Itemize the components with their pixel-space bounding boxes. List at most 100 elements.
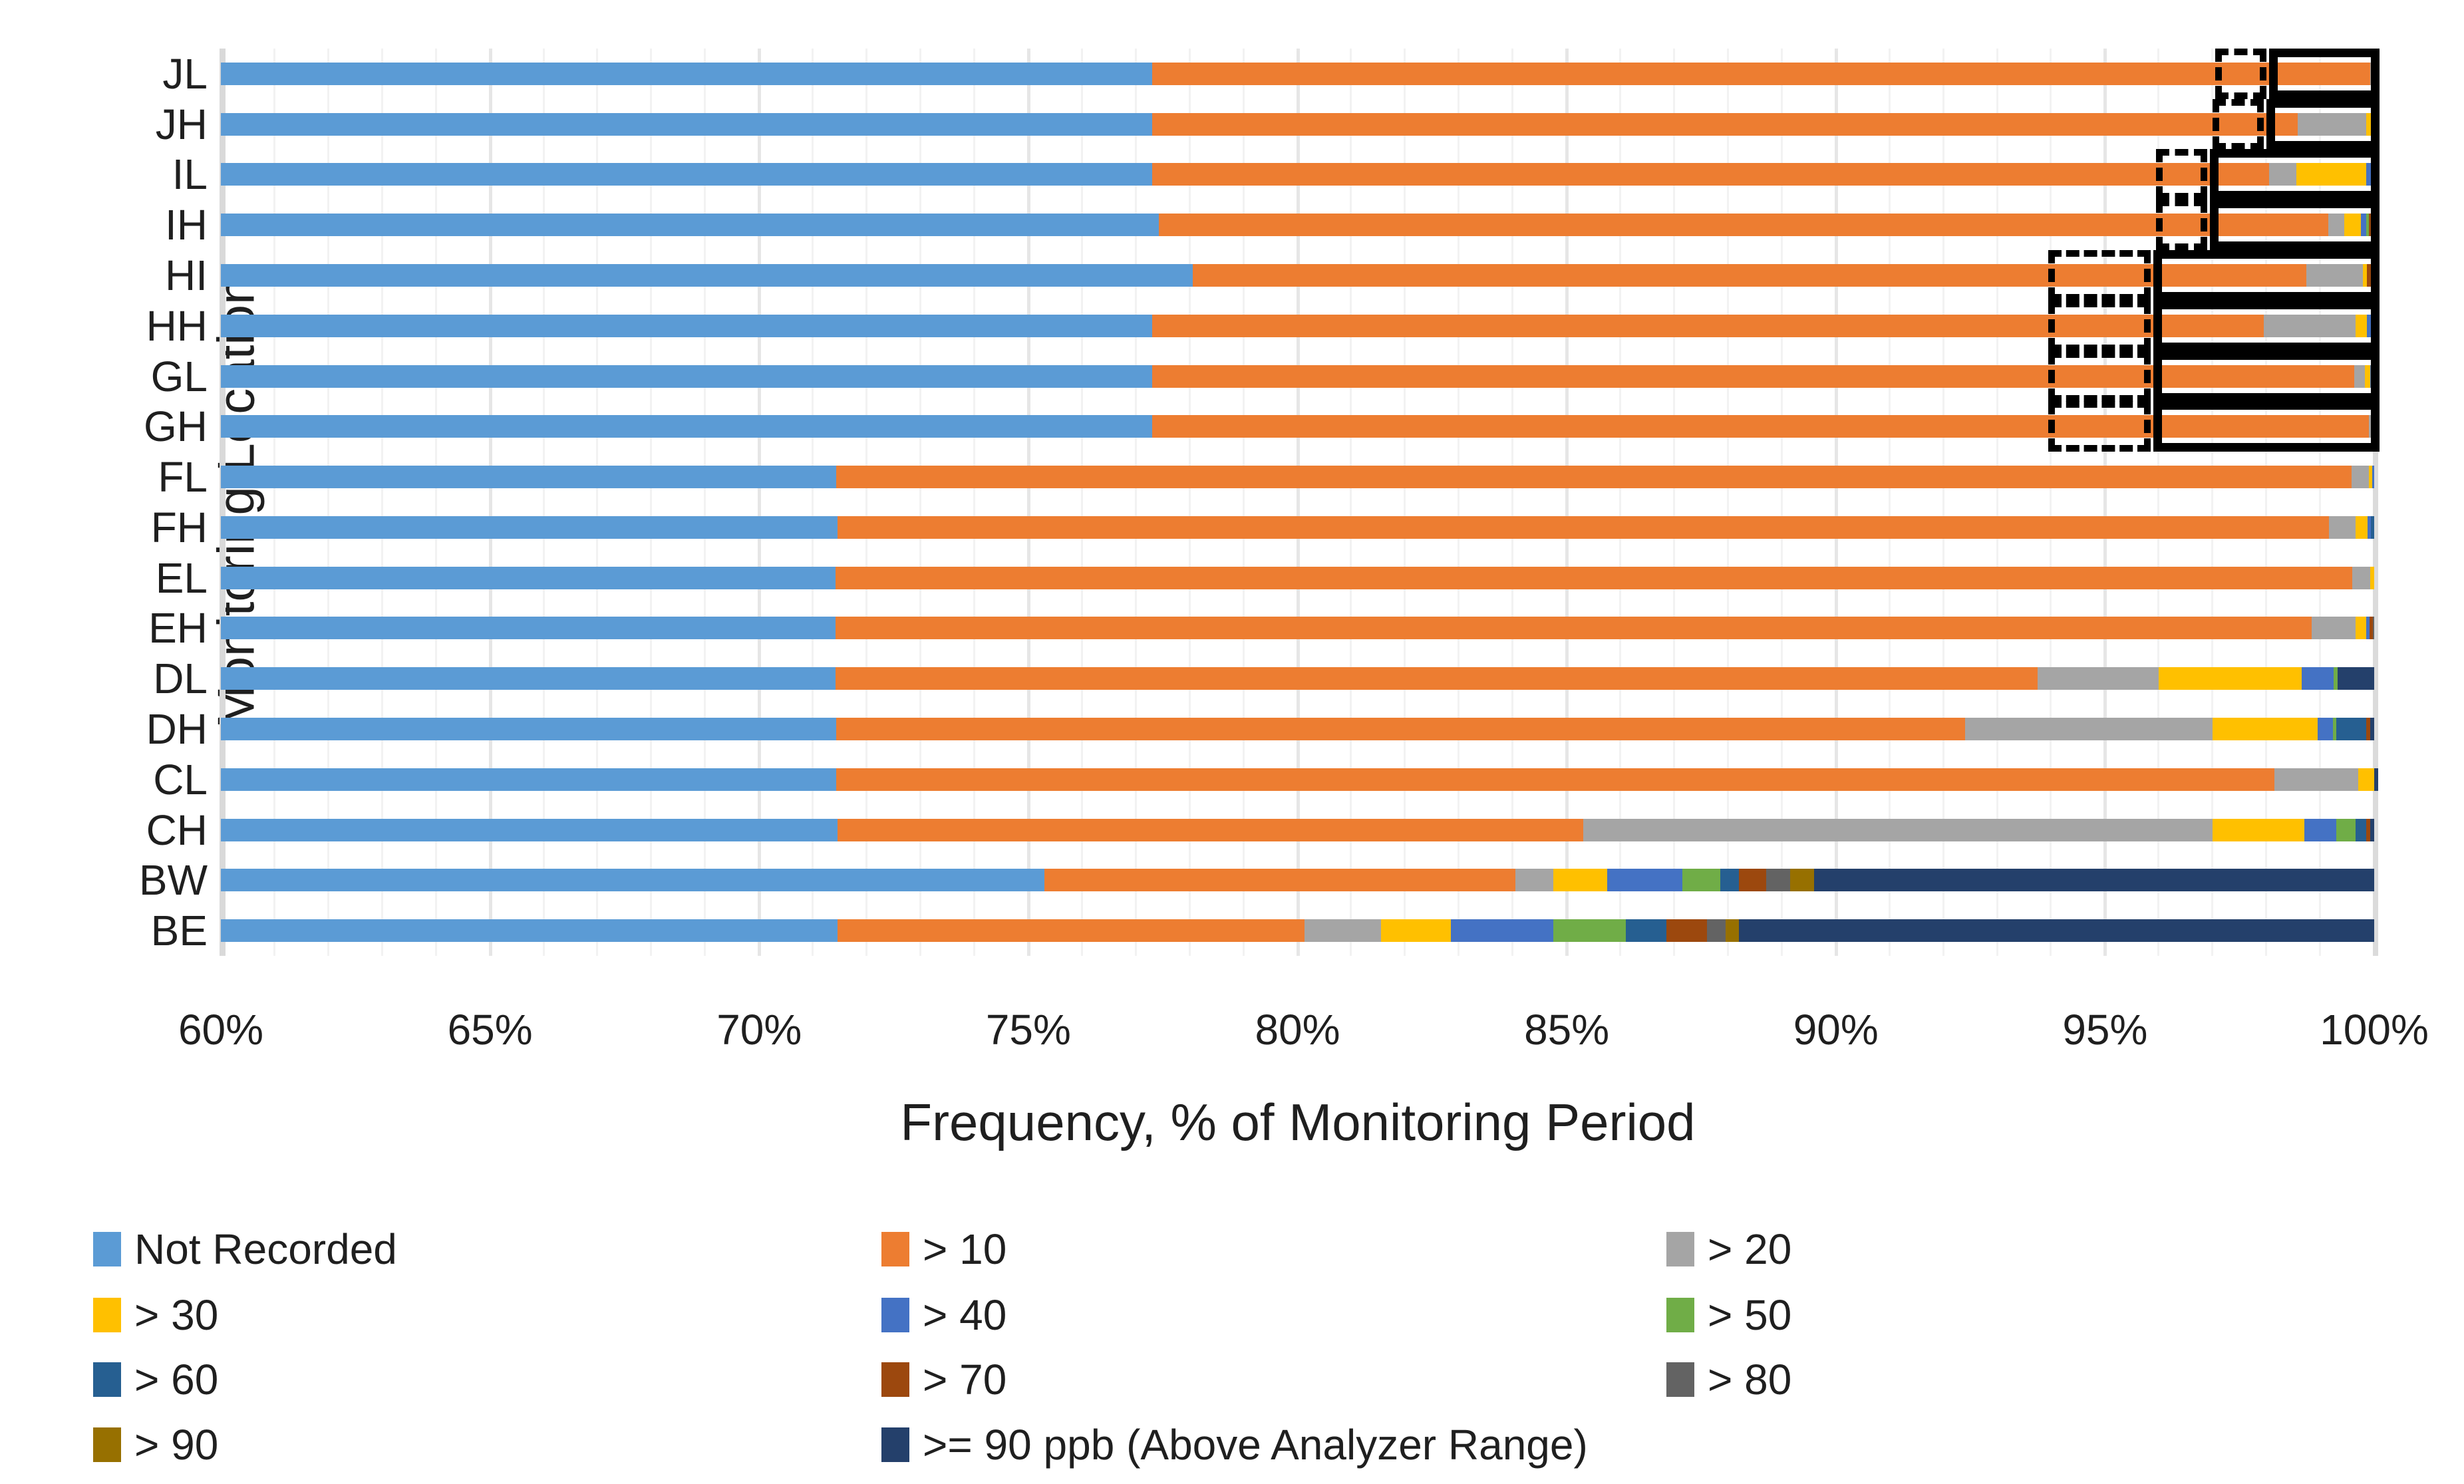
bar-segment <box>2213 818 2304 841</box>
bar-segment <box>837 818 1584 841</box>
highlight-box-solid <box>2210 149 2380 200</box>
bar-segment <box>2334 667 2338 690</box>
bar-segment <box>2366 163 2372 186</box>
bar-segment <box>2355 314 2368 337</box>
bar-segment <box>2269 163 2296 186</box>
major-gridline <box>1834 49 1838 956</box>
highlight-box-dashed <box>2156 149 2208 200</box>
bar-segment <box>221 163 1152 186</box>
legend-item: > 40 <box>881 1294 1006 1336</box>
minor-gridline <box>273 49 275 956</box>
minor-gridline <box>381 49 383 956</box>
bar-segment <box>1152 163 2270 186</box>
legend-item: Not Recorded <box>93 1228 397 1270</box>
minor-gridline <box>1888 49 1891 956</box>
bar-segment <box>2369 617 2373 640</box>
bar-segment <box>2366 718 2371 740</box>
bar-segment <box>2366 818 2370 841</box>
minor-gridline <box>650 49 653 956</box>
bar-segment <box>221 264 1193 287</box>
row-label-CH: CH <box>146 806 208 854</box>
highlight-box-dashed <box>2048 351 2151 402</box>
legend-swatch <box>881 1232 909 1266</box>
major-gridline <box>1026 49 1030 956</box>
minor-gridline <box>1996 49 1998 956</box>
x-tick-label: 90% <box>1793 1006 1879 1054</box>
bar-segment <box>221 365 1152 388</box>
minor-gridline <box>1350 49 1352 956</box>
bar-segment <box>221 869 1045 892</box>
bar-segment <box>2352 566 2371 589</box>
minor-gridline <box>2319 49 2322 956</box>
bar-segment <box>2159 667 2302 690</box>
bar-segment <box>2329 516 2356 539</box>
minor-gridline <box>1080 49 1083 956</box>
bar-segment <box>2332 718 2337 740</box>
bar-segment <box>1380 919 1452 943</box>
bar-segment <box>221 62 1152 85</box>
bar-segment <box>1666 919 1707 943</box>
bar-segment <box>221 919 838 943</box>
y-axis-category-labels: JL JH IL IH HI HH GL GH FL FH EL EH DL DH CL CH BW BE <box>0 49 208 956</box>
legend-swatch <box>1666 1298 1694 1332</box>
legend-swatch <box>881 1298 909 1332</box>
bar-segment <box>221 566 836 589</box>
x-tick-label: 80% <box>1255 1006 1340 1054</box>
legend-swatch <box>1666 1232 1694 1266</box>
bar-segment <box>2368 214 2372 237</box>
legend-label: > 80 <box>1708 1356 1792 1404</box>
minor-gridline <box>1780 49 1783 956</box>
legend-item: > 50 <box>1666 1294 1791 1336</box>
bar-segment <box>836 617 2312 640</box>
row-label-JH: JH <box>155 100 208 148</box>
bar-segment <box>1739 869 1766 892</box>
minor-gridline <box>865 49 868 956</box>
bar-segment <box>2355 818 2366 841</box>
legend-swatch <box>93 1232 121 1266</box>
bar-segment <box>2296 163 2366 186</box>
bar-segment <box>2336 718 2366 740</box>
minor-gridline <box>704 49 706 956</box>
bar-segment <box>1152 112 2298 136</box>
x-axis-title: Frequency, % of Monitoring Period <box>900 1093 1696 1151</box>
highlight-box-dashed <box>2048 250 2151 301</box>
bar-segment <box>2274 768 2358 791</box>
bar-segment <box>221 718 836 740</box>
legend-label: > 10 <box>923 1225 1007 1273</box>
bar-segment <box>2352 466 2369 489</box>
legend-swatch <box>881 1427 909 1462</box>
bar-segment <box>221 415 1152 438</box>
bar-segment <box>2372 617 2374 640</box>
row-label-GH: GH <box>144 402 208 451</box>
bar-segment <box>836 667 2038 690</box>
legend-label: Not Recorded <box>134 1225 397 1273</box>
x-axis-tick-labels: 60% 65% 70% 75% 80% 85% 90% 95% 100% <box>0 1008 2464 1062</box>
row-label-BW: BW <box>138 856 208 905</box>
row-label-GL: GL <box>150 352 208 400</box>
bar-segment <box>2366 617 2370 640</box>
bar-segment <box>221 818 838 841</box>
highlight-box-dashed <box>2213 98 2264 150</box>
bar-segment <box>2355 516 2368 539</box>
bar-segment <box>2372 466 2374 489</box>
bar-segment <box>837 516 2329 539</box>
bar-segment <box>1766 869 1790 892</box>
bar-segment <box>1607 869 1683 892</box>
bar-segment <box>221 466 836 489</box>
bar-segment <box>1152 314 2264 337</box>
highlight-box-solid <box>2210 200 2380 251</box>
x-tick-label: 70% <box>716 1006 802 1054</box>
bar-segment <box>221 667 836 690</box>
bar-segment <box>1682 869 1720 892</box>
legend-label: > 70 <box>923 1356 1007 1404</box>
row-label-DH: DH <box>146 705 208 753</box>
row-label-IH: IH <box>165 201 208 249</box>
row-label-BE: BE <box>150 907 208 955</box>
bar-segment <box>836 718 1965 740</box>
x-tick-label: 95% <box>2062 1006 2148 1054</box>
bar-segment <box>2318 718 2333 740</box>
bar-segment <box>221 768 836 791</box>
bar-segment <box>2363 264 2368 287</box>
legend-item: > 80 <box>1666 1358 1791 1401</box>
legend-item: > 90 <box>93 1423 218 1466</box>
